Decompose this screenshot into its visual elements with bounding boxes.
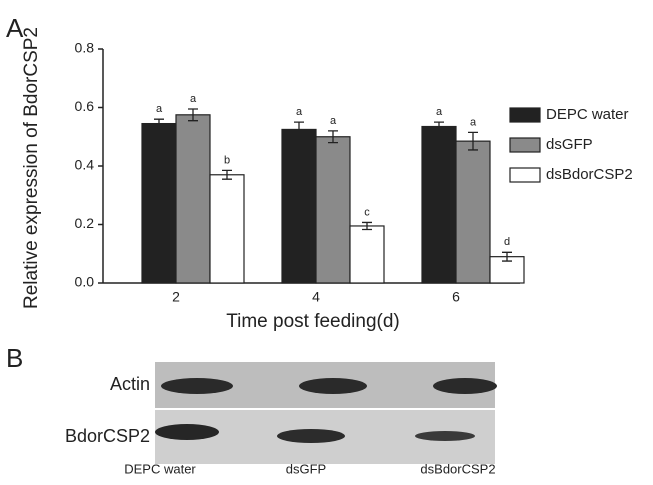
legend-swatch (509, 137, 541, 153)
error-bar (328, 130, 338, 144)
x-axis-title: Time post feeding(d) (226, 311, 400, 332)
error-bar (362, 221, 372, 231)
error-bar (222, 169, 232, 180)
blot-band (299, 378, 367, 394)
bar (281, 128, 317, 284)
legend-label: dsBdorCSP2 (546, 166, 633, 183)
significance-letter: d (504, 236, 510, 248)
blot-band (277, 429, 345, 443)
panel-label: A (6, 13, 24, 43)
significance-letter: a (330, 115, 337, 127)
panel-label: B (6, 343, 23, 373)
x-tick-label: 2 (172, 289, 180, 305)
x-tick-label: 4 (312, 289, 320, 305)
significance-letter: b (224, 154, 230, 166)
y-tick-label: 0.2 (75, 215, 95, 231)
blot-lane-label: dsGFP (286, 461, 326, 476)
bar (421, 125, 457, 284)
error-bar (188, 108, 198, 122)
bar (175, 114, 211, 284)
bar (455, 140, 491, 284)
blot-row-label: BdorCSP2 (65, 426, 150, 446)
significance-letter: a (296, 106, 303, 118)
blot-lane-label: dsBdorCSP2 (420, 461, 495, 476)
blot-band (161, 378, 233, 394)
significance-letter: a (436, 106, 443, 118)
significance-letter: a (470, 116, 477, 128)
error-bar (434, 121, 444, 132)
x-tick-label: 6 (452, 289, 460, 305)
error-bar (294, 121, 304, 138)
error-bar (502, 251, 512, 262)
bar (315, 136, 351, 284)
legend-swatch (509, 107, 541, 123)
y-tick-label: 0.4 (75, 157, 95, 173)
blot-band (433, 378, 497, 394)
legend-swatch (509, 167, 541, 183)
blot-lane-label: DEPC water (124, 461, 196, 476)
significance-letter: c (364, 206, 370, 218)
y-tick-label: 0.8 (75, 40, 95, 56)
blot-band (155, 424, 219, 440)
y-tick-label: 0.6 (75, 98, 95, 114)
significance-letter: a (156, 103, 163, 115)
bar (141, 122, 177, 284)
error-bar (154, 118, 164, 129)
error-bar (468, 131, 478, 151)
y-tick-label: 0.0 (75, 274, 95, 290)
bar (209, 174, 245, 284)
legend-label: DEPC water (546, 106, 629, 123)
bar (349, 225, 385, 284)
y-axis-title: Relative expression of BdorCSP2 (21, 27, 42, 309)
significance-letter: a (190, 93, 197, 105)
blot-row-label: Actin (110, 374, 150, 394)
blot-band (415, 431, 475, 441)
legend-label: dsGFP (546, 136, 593, 153)
